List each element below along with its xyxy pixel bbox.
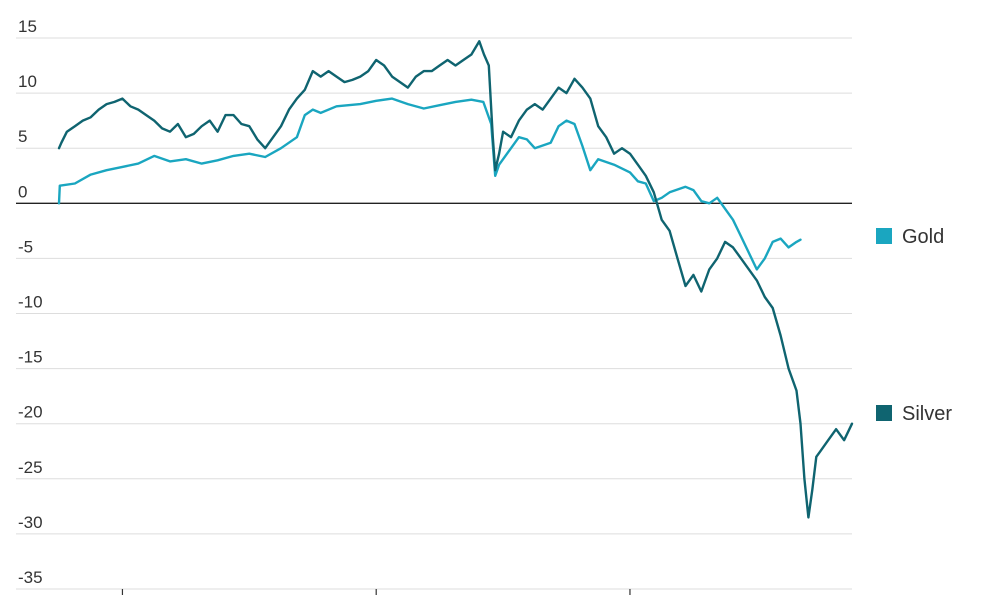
y-tick-label: -25 xyxy=(18,458,43,477)
y-axis-tick-labels: 15 10 5 0 -5 -10 -15 -20 -25 -30 -35 xyxy=(18,17,43,587)
y-tick-label: 15 xyxy=(18,17,37,36)
y-tick-label: -10 xyxy=(18,293,43,312)
y-tick-label: -5 xyxy=(18,237,33,256)
x-axis xyxy=(121,589,631,595)
y-tick-label: 10 xyxy=(18,72,37,91)
legend-swatch-silver xyxy=(876,405,892,421)
y-tick-label: -30 xyxy=(18,513,43,532)
legend-label-silver: Silver xyxy=(902,403,952,425)
y-tick-label: -15 xyxy=(18,348,43,367)
legend-swatch-gold xyxy=(876,228,892,244)
y-tick-label: 0 xyxy=(18,182,27,201)
legend-label-gold: Gold xyxy=(902,226,944,248)
y-tick-label: -20 xyxy=(18,403,43,422)
series-line-gold xyxy=(57,97,802,271)
y-tick-label: -35 xyxy=(18,568,43,587)
legend: Gold Silver xyxy=(876,226,952,425)
grid-lines xyxy=(16,37,852,590)
series-lines xyxy=(57,40,854,519)
series-line-silver xyxy=(57,40,854,519)
y-tick-label: 5 xyxy=(18,127,27,146)
